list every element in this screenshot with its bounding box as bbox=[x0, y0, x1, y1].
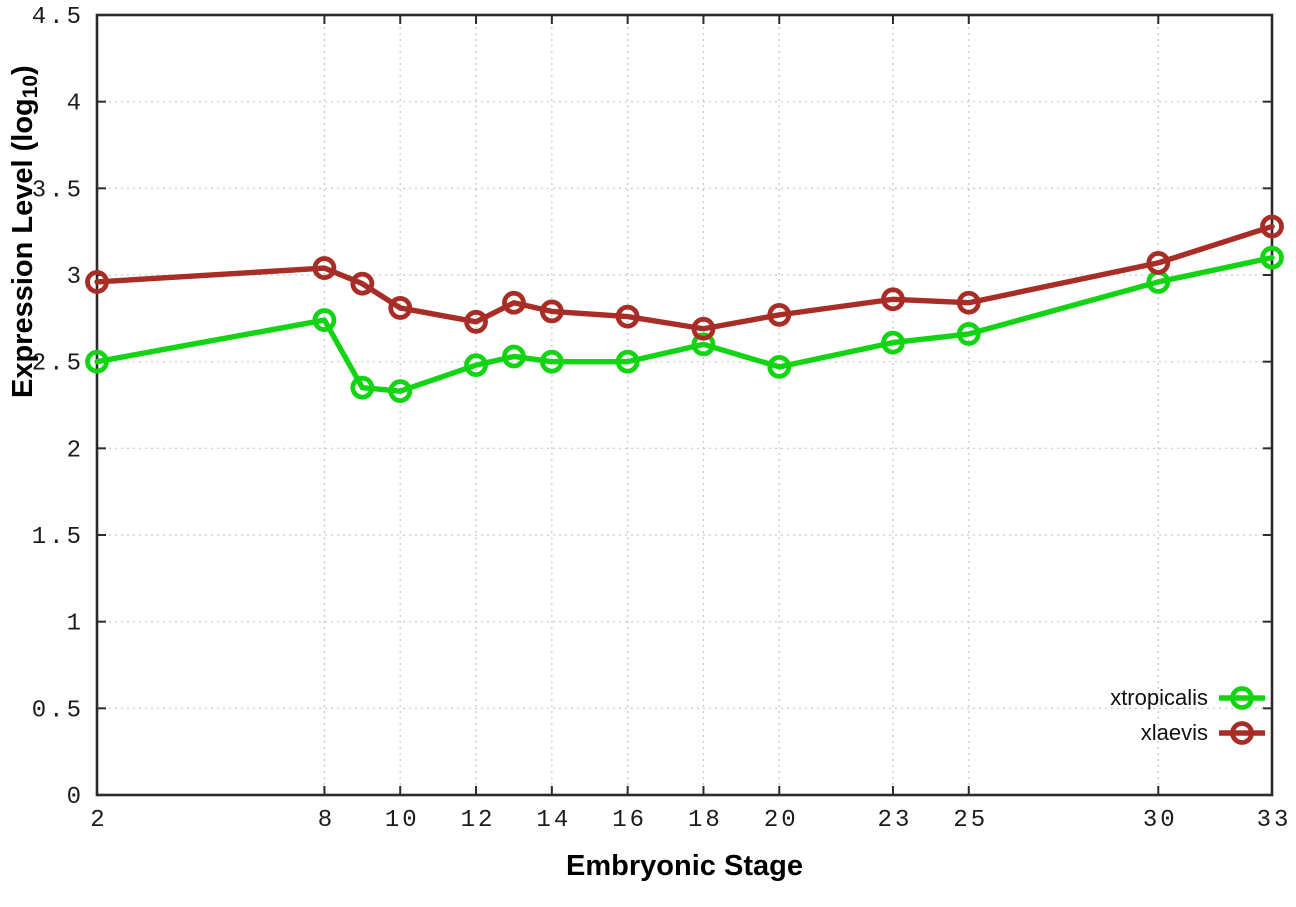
data-point-xtropicalis bbox=[350, 375, 375, 400]
data-point-xlaevis bbox=[312, 256, 337, 280]
data-point-xtropicalis bbox=[1260, 245, 1284, 270]
x-tick-label: 18 bbox=[688, 807, 723, 834]
y-tick-label: 0.5 bbox=[32, 697, 84, 724]
data-point-xtropicalis bbox=[691, 332, 716, 357]
x-tick-label: 20 bbox=[764, 807, 799, 834]
y-tick-label: 1 bbox=[67, 611, 84, 638]
x-tick-label: 2 bbox=[90, 807, 107, 834]
data-point-xlaevis bbox=[464, 309, 488, 334]
x-axis-title: Embryonic Stage bbox=[566, 850, 803, 882]
legend-item-xlaevis: xlaevis bbox=[1141, 716, 1266, 749]
y-tick-label: 1.5 bbox=[32, 524, 84, 551]
legend-label-xlaevis: xlaevis bbox=[1140, 719, 1208, 745]
legend-item-xtropicalis: xtropicalis bbox=[1110, 681, 1266, 714]
series-line-xtropicalis bbox=[94, 254, 1275, 394]
data-point-xtropicalis bbox=[312, 308, 337, 332]
legend-marker-xlaevis bbox=[1219, 720, 1265, 745]
data-point-xtropicalis bbox=[767, 354, 792, 379]
data-point-xlaevis bbox=[350, 271, 375, 296]
y-axis-title: Expression Level (log10) bbox=[0, 65, 46, 412]
y-axis-title-subscript: 10 bbox=[19, 75, 43, 99]
x-tick-label: 10 bbox=[385, 807, 420, 834]
y-tick-label: 3.5 bbox=[32, 177, 84, 204]
data-point-xlaevis bbox=[1146, 250, 1171, 275]
data-point-xlaevis bbox=[691, 316, 716, 341]
x-tick-label: 8 bbox=[318, 807, 335, 834]
legend: xtropicalis xlaevis bbox=[1110, 681, 1266, 749]
y-tick-label: 4.5 bbox=[32, 4, 84, 31]
x-tick-label: 30 bbox=[1143, 807, 1178, 834]
data-point-xtropicalis bbox=[388, 379, 413, 404]
y-tick-label: 2 bbox=[67, 437, 84, 464]
x-tick-label: 25 bbox=[953, 807, 988, 834]
y-axis-title-text: Expression Level (log bbox=[7, 98, 39, 398]
x-tick-label: 23 bbox=[878, 807, 913, 834]
data-point-xlaevis bbox=[615, 304, 640, 329]
x-tick-label: 14 bbox=[536, 807, 571, 834]
data-point-xlaevis bbox=[85, 270, 109, 294]
data-point-xtropicalis bbox=[539, 349, 564, 374]
series-line-xlaevis bbox=[94, 223, 1275, 332]
legend-label-xtropicalis: xtropicalis bbox=[1110, 684, 1208, 710]
plot-border bbox=[95, 13, 1274, 797]
data-point-xlaevis bbox=[881, 287, 905, 312]
data-point-xtropicalis bbox=[464, 353, 488, 378]
data-point-xtropicalis bbox=[85, 349, 109, 374]
y-tick-label: 4 bbox=[67, 91, 84, 118]
data-point-xtropicalis bbox=[956, 322, 981, 346]
data-point-xlaevis bbox=[502, 290, 526, 315]
legend-circle-icon bbox=[1230, 720, 1254, 745]
data-point-xlaevis bbox=[1260, 214, 1284, 239]
data-point-xtropicalis bbox=[502, 344, 526, 369]
legend-marker-xtropicalis bbox=[1219, 685, 1265, 710]
x-tick-label: 12 bbox=[461, 807, 496, 834]
y-tick-label: 3 bbox=[67, 264, 84, 291]
y-tick-label: 2.5 bbox=[32, 351, 84, 378]
x-tick-label: 16 bbox=[612, 807, 647, 834]
data-point-xlaevis bbox=[956, 290, 981, 315]
x-tick-label: 33 bbox=[1257, 807, 1292, 834]
legend-circle-icon bbox=[1230, 685, 1254, 710]
y-axis-title-suffix: ) bbox=[7, 65, 39, 75]
data-point-xlaevis bbox=[767, 302, 792, 327]
data-point-xtropicalis bbox=[615, 349, 640, 374]
data-point-xlaevis bbox=[539, 299, 564, 324]
data-point-xlaevis bbox=[388, 296, 413, 320]
y-tick-label: 0 bbox=[67, 784, 84, 811]
data-point-xtropicalis bbox=[881, 330, 905, 355]
